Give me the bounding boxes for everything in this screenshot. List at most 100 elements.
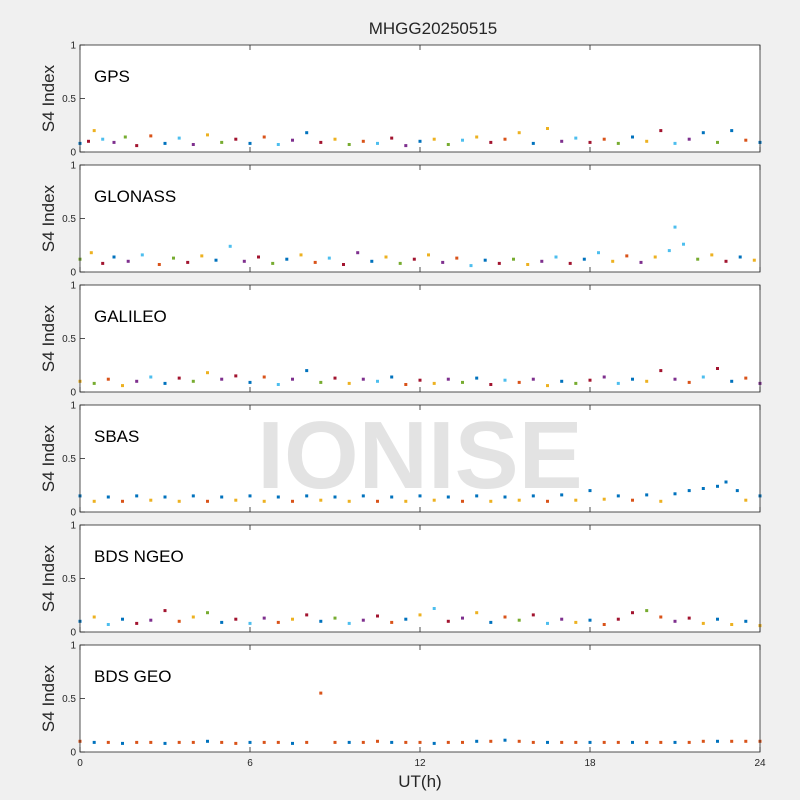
data-point bbox=[101, 261, 105, 265]
data-point bbox=[582, 257, 586, 261]
data-point bbox=[149, 498, 153, 502]
x-tick-label: 18 bbox=[584, 758, 596, 769]
data-point bbox=[135, 621, 139, 625]
data-point bbox=[305, 131, 309, 135]
data-point bbox=[121, 617, 124, 621]
data-point bbox=[588, 740, 592, 744]
x-tick-label: 12 bbox=[414, 758, 426, 769]
data-point bbox=[503, 378, 507, 382]
y-axis-label: S4 Index bbox=[39, 64, 58, 132]
data-point bbox=[418, 613, 422, 617]
plot-area bbox=[80, 645, 760, 752]
data-point bbox=[602, 137, 606, 141]
data-point bbox=[560, 493, 564, 497]
data-point bbox=[404, 144, 408, 148]
data-point bbox=[446, 495, 450, 499]
data-point bbox=[149, 375, 153, 379]
data-point bbox=[446, 143, 450, 146]
data-point bbox=[206, 739, 209, 743]
panel-bds-ngeo: 0 0.5 1 BDS NGEO S4 Index bbox=[39, 521, 762, 639]
data-point bbox=[588, 489, 592, 493]
data-point bbox=[191, 494, 195, 498]
data-point bbox=[475, 739, 479, 743]
data-point bbox=[333, 495, 337, 499]
panel-label: GPS bbox=[94, 67, 130, 86]
data-point bbox=[531, 494, 535, 498]
data-point bbox=[560, 379, 564, 383]
data-point bbox=[546, 499, 549, 503]
data-point bbox=[220, 740, 224, 744]
data-point bbox=[123, 135, 127, 139]
data-point bbox=[574, 498, 578, 502]
data-point bbox=[546, 740, 549, 744]
data-point bbox=[531, 740, 535, 744]
data-point bbox=[517, 498, 521, 502]
data-point bbox=[305, 613, 309, 617]
data-point bbox=[744, 498, 748, 502]
data-point bbox=[631, 135, 634, 139]
data-point bbox=[432, 381, 436, 385]
data-point bbox=[356, 251, 360, 255]
data-point bbox=[716, 484, 719, 488]
data-point bbox=[347, 143, 351, 146]
data-point bbox=[384, 255, 388, 259]
data-point bbox=[271, 261, 275, 265]
data-point bbox=[89, 251, 93, 255]
data-point bbox=[248, 141, 252, 145]
data-point bbox=[602, 497, 606, 501]
data-point bbox=[206, 499, 209, 503]
data-point bbox=[588, 618, 592, 622]
data-point bbox=[673, 740, 677, 744]
data-point bbox=[673, 619, 677, 623]
data-point bbox=[177, 619, 181, 623]
data-point bbox=[262, 135, 266, 139]
data-point bbox=[497, 261, 501, 265]
data-point bbox=[673, 377, 677, 381]
data-point bbox=[305, 494, 309, 498]
data-point bbox=[512, 257, 515, 261]
data-point bbox=[461, 740, 464, 744]
data-point bbox=[347, 381, 351, 385]
data-point bbox=[568, 261, 572, 265]
y-tick-label: 0.5 bbox=[62, 694, 76, 705]
data-point bbox=[234, 374, 238, 378]
data-point bbox=[631, 611, 634, 615]
data-point bbox=[390, 620, 394, 624]
data-point bbox=[560, 740, 564, 744]
data-point bbox=[631, 377, 634, 381]
data-point bbox=[191, 143, 195, 146]
data-point bbox=[531, 141, 535, 145]
data-point bbox=[361, 494, 365, 498]
data-point bbox=[305, 740, 309, 744]
data-point bbox=[206, 133, 209, 137]
data-point bbox=[276, 143, 280, 146]
data-point bbox=[106, 740, 110, 744]
y-tick-label: 0.5 bbox=[62, 574, 76, 585]
data-point bbox=[87, 139, 90, 143]
data-point bbox=[645, 609, 649, 613]
data-point bbox=[602, 623, 606, 626]
data-point bbox=[645, 740, 649, 744]
data-point bbox=[673, 225, 677, 229]
data-point bbox=[342, 263, 345, 266]
data-point bbox=[517, 380, 521, 384]
x-tick-label: 24 bbox=[754, 758, 766, 769]
data-point bbox=[191, 379, 195, 383]
data-point bbox=[234, 617, 238, 621]
data-point bbox=[687, 740, 691, 744]
data-point bbox=[427, 253, 430, 257]
data-point bbox=[206, 371, 209, 375]
data-point bbox=[177, 136, 181, 140]
y-tick-label: 0 bbox=[70, 508, 76, 519]
data-point bbox=[376, 141, 379, 145]
data-point bbox=[701, 487, 705, 490]
data-point bbox=[291, 741, 294, 745]
data-point bbox=[214, 258, 218, 262]
data-point bbox=[489, 620, 493, 624]
data-point bbox=[291, 138, 294, 142]
data-point bbox=[305, 369, 309, 373]
data-point bbox=[461, 138, 464, 142]
data-point bbox=[517, 131, 521, 135]
data-point bbox=[112, 255, 116, 259]
data-point bbox=[285, 257, 289, 261]
